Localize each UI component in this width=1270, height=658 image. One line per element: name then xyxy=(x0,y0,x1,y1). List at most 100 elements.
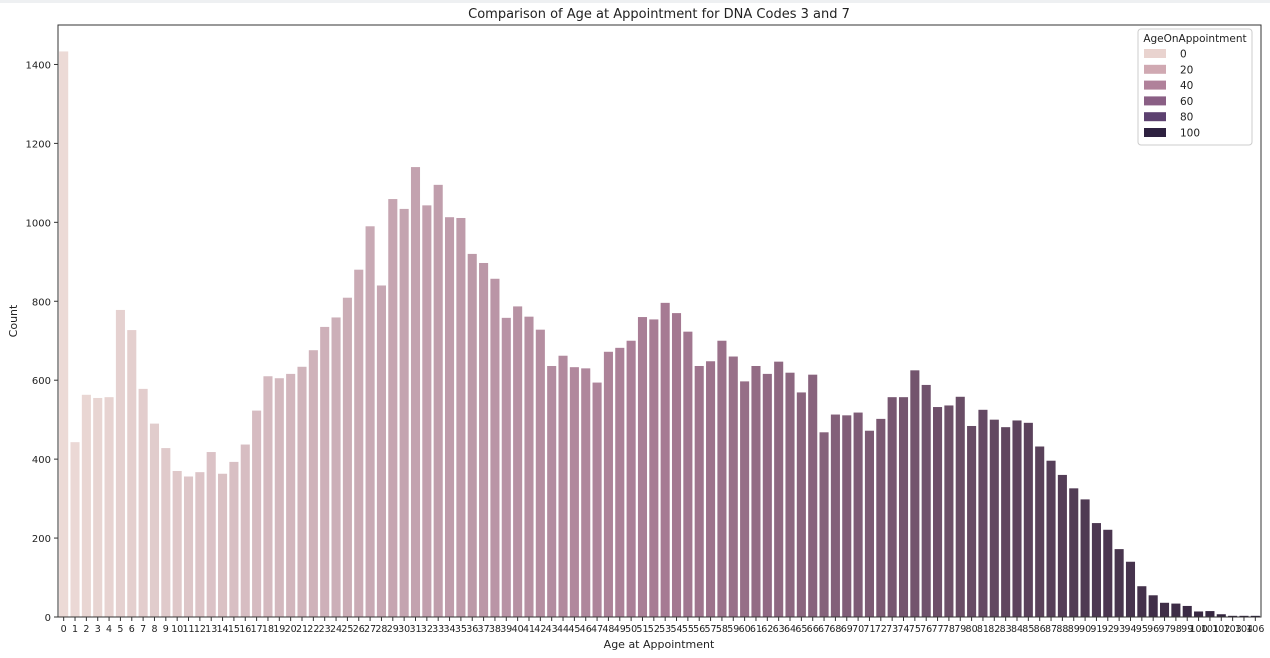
bar-age-98 xyxy=(1171,603,1181,617)
x-tick-label: 57 xyxy=(705,624,717,635)
x-tick-label: 56 xyxy=(693,624,705,635)
bar-age-61 xyxy=(751,365,761,617)
bar-age-106 xyxy=(1250,615,1260,617)
bar-age-9 xyxy=(161,448,171,617)
bar-age-35 xyxy=(456,217,466,618)
x-tick-label: 75 xyxy=(909,624,921,635)
bar-age-81 xyxy=(978,409,988,617)
x-tick-label: 99 xyxy=(1181,624,1193,635)
bar-age-14 xyxy=(218,473,228,617)
bar-age-33 xyxy=(433,184,443,617)
legend: AgeOnAppointment 0 20 40 60 80 100 xyxy=(1137,28,1253,146)
bar-age-57 xyxy=(706,361,716,617)
bar-age-17 xyxy=(252,410,262,617)
bar-age-94 xyxy=(1125,561,1136,617)
x-tick-label: 93 xyxy=(1113,624,1125,635)
x-tick-label: 102 xyxy=(1212,624,1230,635)
x-tick-label: 43 xyxy=(546,624,558,635)
y-tick-label: 600 xyxy=(32,376,51,387)
x-tick-label: 101 xyxy=(1201,624,1219,635)
x-tick-label: 29 xyxy=(387,624,399,635)
window-top-strip xyxy=(0,0,1270,3)
x-tick-label: 104 xyxy=(1235,624,1253,635)
x-tick-label: 17 xyxy=(251,624,263,635)
x-tick-label: 46 xyxy=(580,624,592,635)
bar-age-64 xyxy=(785,372,795,617)
x-tick-label: 39 xyxy=(500,624,512,635)
x-tick-label: 20 xyxy=(285,624,297,635)
bar-age-20 xyxy=(286,373,296,617)
plot-frame xyxy=(57,24,1262,618)
x-tick-label: 34 xyxy=(443,624,455,635)
legend-label: 20 xyxy=(1180,64,1193,76)
x-tick-label: 24 xyxy=(330,624,342,635)
bar-age-37 xyxy=(479,262,489,617)
x-tick-label: 80 xyxy=(966,624,978,635)
x-tick-label: 23 xyxy=(319,624,331,635)
bar-age-103 xyxy=(1228,615,1238,617)
y-axis-label: Count xyxy=(7,304,20,337)
bar-age-27 xyxy=(365,226,375,617)
x-tick-label: 9 xyxy=(163,624,169,635)
x-tick-label: 6 xyxy=(129,624,135,635)
bar-age-45 xyxy=(569,367,579,617)
x-tick-label: 86 xyxy=(1034,624,1046,635)
x-tick-label: 74 xyxy=(897,624,909,635)
bar-age-6 xyxy=(127,330,137,617)
bar-age-78 xyxy=(944,405,954,617)
bar-age-42 xyxy=(535,329,545,617)
x-tick-label: 33 xyxy=(432,624,444,635)
bar-age-39 xyxy=(501,317,511,617)
x-tick-label: 78 xyxy=(943,624,955,635)
x-axis-ticks: 0 1 2 3 4 5 6 7 8 9 10 11 12 13 14 15 16 17 18 19 20 21 22 23 24… xyxy=(61,617,1264,635)
legend-swatch xyxy=(1144,64,1166,74)
x-axis-label: Age at Appointment xyxy=(604,638,715,651)
bar-age-95 xyxy=(1137,586,1147,617)
bar-age-21 xyxy=(297,366,307,617)
legend-swatch xyxy=(1144,49,1166,58)
x-tick-label: 32 xyxy=(421,624,433,635)
x-tick-label: 30 xyxy=(398,624,410,635)
bar-age-73 xyxy=(887,397,897,617)
bar-age-22 xyxy=(308,350,318,617)
bar-age-11 xyxy=(183,476,194,617)
legend-swatch xyxy=(1144,80,1166,90)
bar-age-38 xyxy=(490,278,500,617)
y-tick-label: 0 xyxy=(45,613,51,624)
bar-age-83 xyxy=(1001,427,1011,617)
x-tick-label: 49 xyxy=(614,624,626,635)
bar-age-59 xyxy=(728,356,738,617)
x-tick-label: 11 xyxy=(182,624,194,635)
bar-age-25 xyxy=(342,297,352,617)
legend-label: 100 xyxy=(1180,128,1200,140)
bar-age-51 xyxy=(637,317,648,617)
x-tick-label: 4 xyxy=(106,624,112,635)
bar-age-66 xyxy=(808,374,818,617)
x-tick-label: 36 xyxy=(466,624,478,635)
x-tick-label: 10 xyxy=(171,624,183,635)
bar-age-41 xyxy=(524,316,534,617)
x-tick-label: 16 xyxy=(239,624,251,635)
bar-age-36 xyxy=(467,253,477,617)
bar-age-28 xyxy=(376,285,386,617)
bar-age-67 xyxy=(819,432,829,617)
x-tick-label: 103 xyxy=(1224,624,1242,635)
legend-swatch xyxy=(1144,112,1166,122)
x-tick-label: 61 xyxy=(750,624,762,635)
bar-age-40 xyxy=(513,306,523,617)
bar-age-74 xyxy=(898,397,909,617)
x-tick-label: 25 xyxy=(341,624,353,635)
bar-age-92 xyxy=(1103,529,1113,617)
bar-age-2 xyxy=(81,394,91,617)
x-tick-label: 59 xyxy=(727,624,739,635)
x-tick-label: 63 xyxy=(773,624,785,635)
bar-age-15 xyxy=(229,461,239,617)
bar-age-69 xyxy=(842,415,852,617)
x-tick-label: 64 xyxy=(784,624,796,635)
bar-age-8 xyxy=(149,423,160,617)
bar-age-49 xyxy=(615,347,625,617)
x-tick-label: 73 xyxy=(886,624,898,635)
bar-age-63 xyxy=(774,361,784,617)
x-tick-label: 82 xyxy=(988,624,1000,635)
